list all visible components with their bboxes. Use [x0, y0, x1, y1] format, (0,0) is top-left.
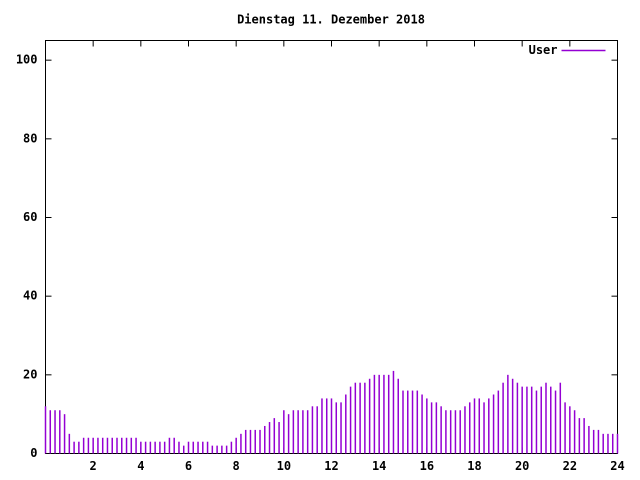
x-tick-label: 18 [467, 459, 481, 473]
x-tick-label: 12 [324, 459, 338, 473]
x-tick-label: 10 [277, 459, 291, 473]
x-tick-label: 16 [420, 459, 434, 473]
x-tick-label: 2 [90, 459, 97, 473]
chart-title: Dienstag 11. Dezember 2018 [237, 13, 425, 27]
x-tick-label: 6 [185, 459, 192, 473]
x-tick-label: 8 [233, 459, 240, 473]
x-tick-label: 14 [372, 459, 386, 473]
y-tick-label: 100 [16, 53, 38, 67]
y-tick-label: 20 [23, 367, 37, 381]
x-tick-label: 20 [515, 459, 529, 473]
x-tick-label: 22 [563, 459, 577, 473]
x-tick-label: 24 [610, 459, 624, 473]
y-tick-label: 0 [30, 446, 37, 460]
y-tick-label: 60 [23, 210, 37, 224]
y-tick-label: 80 [23, 131, 37, 145]
y-tick-label: 40 [23, 289, 37, 303]
legend-label: User [529, 43, 558, 57]
x-tick-label: 4 [137, 459, 144, 473]
